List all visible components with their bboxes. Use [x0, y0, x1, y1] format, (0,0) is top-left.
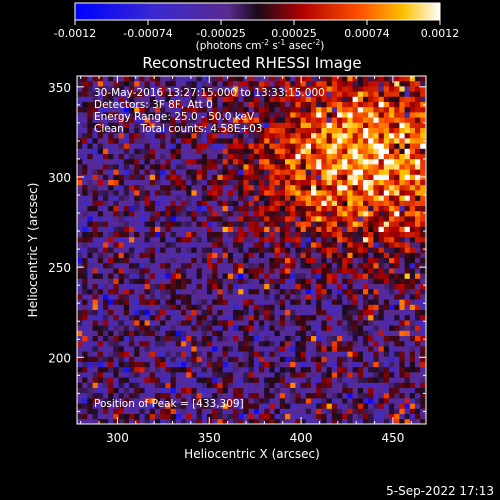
y-tick-label: 200: [48, 351, 71, 365]
annotation-clean: Clean Total counts: 4.58E+03: [94, 123, 263, 135]
annotation-time: 30-May-2016 13:27:15.000 to 13:33:15.000: [94, 87, 325, 99]
x-tick-label: 400: [290, 431, 313, 445]
colorbar-tick-label: 0.00025: [271, 27, 317, 40]
axis-ticks: 300 350 400 450 200 250 300 350: [48, 76, 426, 445]
annotation-detectors: Detectors: 3F 8F, Att 0: [94, 99, 213, 111]
y-tick-label: 350: [48, 81, 71, 95]
annotation-energy: Energy Range: 25.0 - 50.0 keV: [94, 111, 255, 123]
x-tick-label: 300: [106, 431, 129, 445]
y-tick-label: 250: [48, 261, 71, 275]
x-tick-label: 350: [198, 431, 221, 445]
colorbar-tick-label: -0.00074: [123, 27, 172, 40]
y-tick-label: 300: [48, 171, 71, 185]
colorbar-tick-label: -0.00025: [196, 27, 245, 40]
footer-timestamp: 5-Sep-2022 17:13: [386, 484, 494, 498]
annotation-block: 30-May-2016 13:27:15.000 to 13:33:15.000…: [94, 87, 325, 135]
peak-position-label: Position of Peak = [433,309]: [94, 398, 244, 410]
colorbar: [74, 2, 441, 21]
colorbar-tick-label: 0.00074: [344, 27, 390, 40]
colorbar-ticks: -0.0012 -0.00074 -0.00025 0.00025 0.00074 0.0…: [54, 20, 459, 40]
chart-title: Reconstructed RHESSI Image: [142, 54, 361, 72]
y-axis-label: Heliocentric Y (arcsec): [26, 183, 40, 318]
plot-frame: [76, 75, 427, 425]
colorbar-tick-label: -0.0012: [54, 27, 96, 40]
x-tick-label: 450: [381, 431, 404, 445]
colorbar-label: (photons cm-2 s-1 asec-2): [196, 38, 325, 52]
colorbar-tick-label: 0.0012: [421, 27, 460, 40]
x-axis-label: Heliocentric X (arcsec): [184, 447, 320, 461]
